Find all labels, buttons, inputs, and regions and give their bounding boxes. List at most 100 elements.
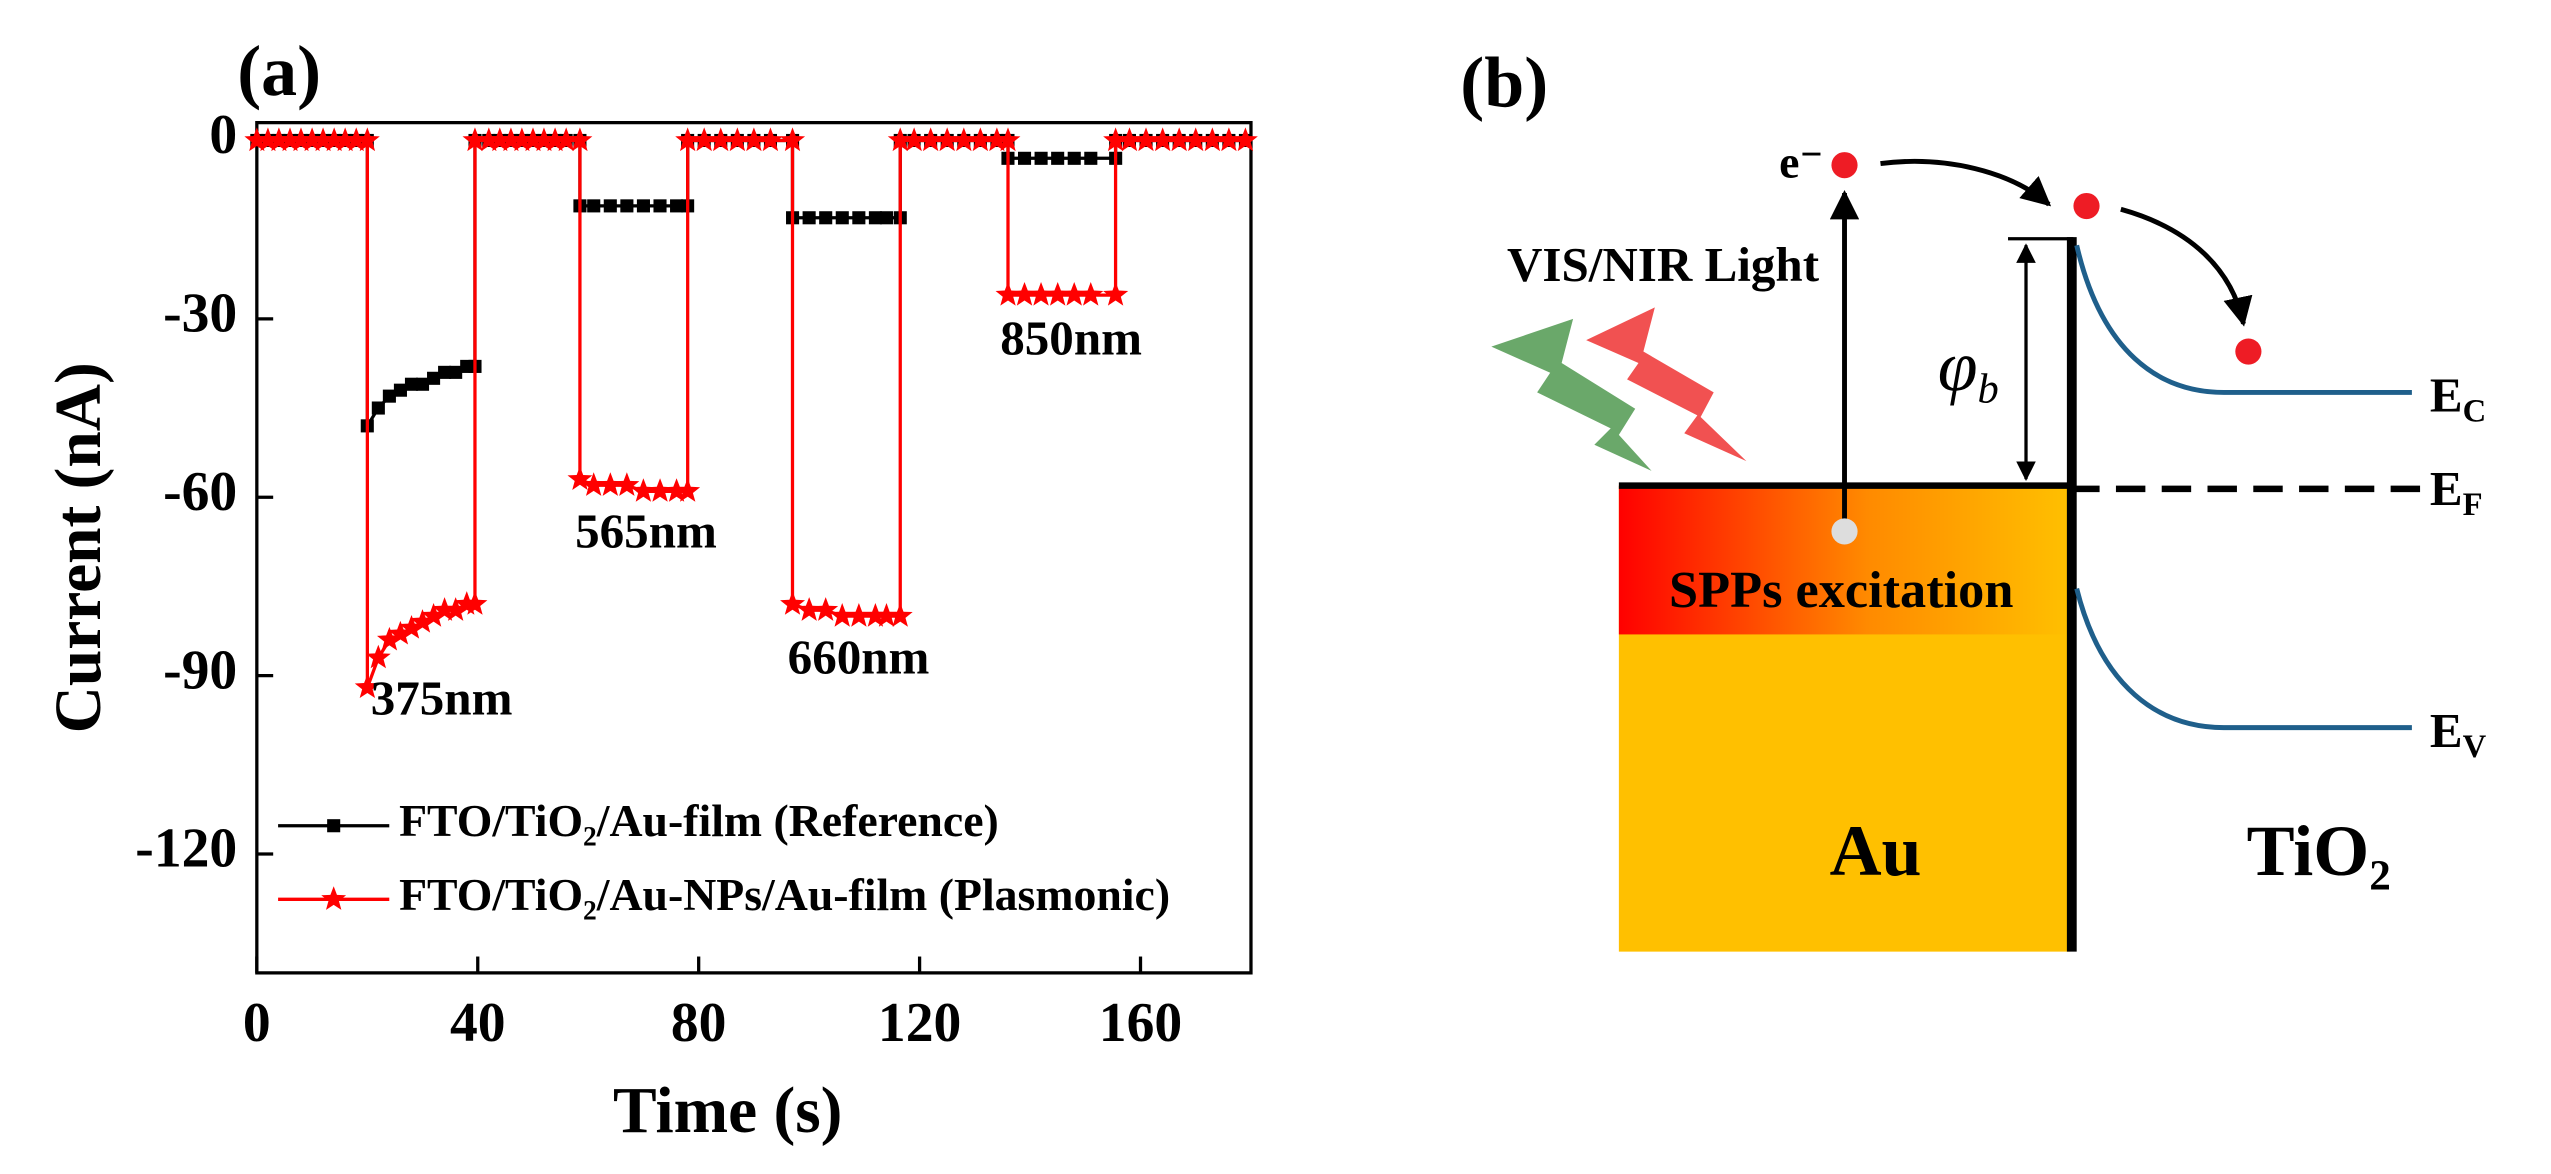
panel-label: (a) bbox=[237, 31, 321, 111]
marker bbox=[1067, 151, 1081, 165]
y-tick-label: -120 bbox=[135, 818, 237, 880]
marker bbox=[415, 377, 430, 391]
marker bbox=[995, 282, 1021, 306]
marker bbox=[708, 127, 734, 152]
marker bbox=[427, 371, 441, 385]
marker bbox=[802, 211, 816, 225]
marker bbox=[630, 478, 656, 502]
marker bbox=[829, 603, 855, 627]
marker bbox=[310, 127, 336, 152]
legend-label: FTO/TiO₂/Au-film (Reference) bbox=[399, 795, 999, 846]
marker bbox=[934, 127, 960, 152]
marker bbox=[354, 127, 380, 152]
valence-band bbox=[2074, 588, 2412, 731]
marker bbox=[438, 365, 452, 379]
ec-label: EC bbox=[2430, 368, 2486, 429]
transfer-arrow bbox=[1880, 159, 2052, 207]
conduction-band bbox=[2074, 244, 2412, 395]
y-tick-label: -60 bbox=[163, 461, 237, 523]
marker bbox=[354, 674, 380, 699]
x-tick-label: 40 bbox=[450, 992, 506, 1054]
marker bbox=[1232, 127, 1258, 152]
marker bbox=[321, 127, 347, 152]
marker bbox=[1051, 151, 1065, 165]
marker bbox=[332, 127, 358, 152]
marker bbox=[410, 609, 435, 633]
marker bbox=[476, 127, 502, 152]
marker bbox=[266, 127, 292, 152]
marker bbox=[520, 127, 546, 152]
marker bbox=[443, 597, 469, 621]
marker bbox=[371, 401, 385, 415]
marker bbox=[1045, 282, 1071, 306]
marker bbox=[542, 127, 568, 152]
ev-label: EV bbox=[2430, 703, 2487, 764]
hole bbox=[1831, 518, 1858, 545]
marker bbox=[567, 466, 593, 491]
marker bbox=[780, 127, 806, 152]
marker bbox=[603, 199, 617, 213]
marker bbox=[509, 127, 535, 152]
y-axis-label: Current (nA) bbox=[43, 362, 115, 733]
marker bbox=[1017, 151, 1032, 165]
marker bbox=[796, 597, 822, 621]
bolt-green bbox=[1491, 318, 1652, 471]
marker bbox=[967, 127, 993, 152]
panel-label: (b) bbox=[1460, 42, 1548, 122]
marker bbox=[567, 127, 593, 152]
marker bbox=[620, 199, 634, 213]
annotation: 565nm bbox=[575, 504, 717, 559]
marker bbox=[846, 603, 872, 627]
relax-arrow bbox=[2120, 206, 2253, 327]
marker bbox=[835, 211, 849, 225]
marker bbox=[741, 127, 767, 152]
marker bbox=[277, 127, 303, 152]
marker bbox=[365, 644, 391, 669]
marker bbox=[887, 603, 913, 627]
marker bbox=[862, 603, 888, 627]
marker bbox=[462, 127, 488, 152]
marker bbox=[852, 211, 866, 225]
x-tick-label: 120 bbox=[878, 992, 961, 1054]
annotation: 375nm bbox=[371, 670, 513, 725]
marker bbox=[995, 127, 1021, 152]
marker bbox=[1084, 151, 1098, 165]
marker bbox=[1012, 282, 1037, 306]
annotation: 660nm bbox=[788, 629, 930, 684]
marker bbox=[498, 127, 524, 152]
marker bbox=[581, 472, 607, 496]
chart-a: (a) Time (s) Current (nA) 0 40 80 120 160 0 -3… bbox=[43, 31, 1258, 1147]
annotation: 850nm bbox=[1000, 311, 1142, 366]
y-tick-label: -90 bbox=[163, 639, 237, 701]
marker bbox=[553, 127, 579, 152]
marker bbox=[664, 478, 689, 502]
marker bbox=[1103, 127, 1129, 152]
barrier-label: φb bbox=[1938, 325, 1999, 412]
marker bbox=[387, 620, 413, 645]
marker bbox=[1150, 127, 1176, 152]
marker bbox=[449, 365, 463, 379]
marker bbox=[675, 478, 701, 502]
marker bbox=[636, 199, 650, 213]
bolt-red bbox=[1586, 307, 1747, 462]
marker bbox=[1028, 282, 1054, 306]
marker bbox=[918, 127, 944, 152]
electron-label: e⁻ bbox=[1779, 136, 1823, 187]
marker bbox=[393, 383, 407, 397]
y-tick-label: 0 bbox=[209, 104, 237, 166]
x-tick-label: 80 bbox=[671, 992, 727, 1054]
spp-label: SPPs excitation bbox=[1669, 561, 2013, 619]
marker bbox=[1166, 127, 1192, 152]
marker bbox=[614, 472, 640, 496]
legend-marker bbox=[327, 819, 341, 833]
marker bbox=[587, 199, 601, 213]
metal-label: Au bbox=[1830, 811, 1922, 891]
electron bbox=[2235, 338, 2262, 365]
marker bbox=[343, 127, 369, 152]
diagram-b: (b) φb e⁻ VIS/NIR Light SPPs excitation … bbox=[1460, 42, 2487, 952]
marker bbox=[675, 127, 701, 152]
ef-label: EF bbox=[2430, 461, 2483, 522]
marker bbox=[404, 377, 419, 391]
